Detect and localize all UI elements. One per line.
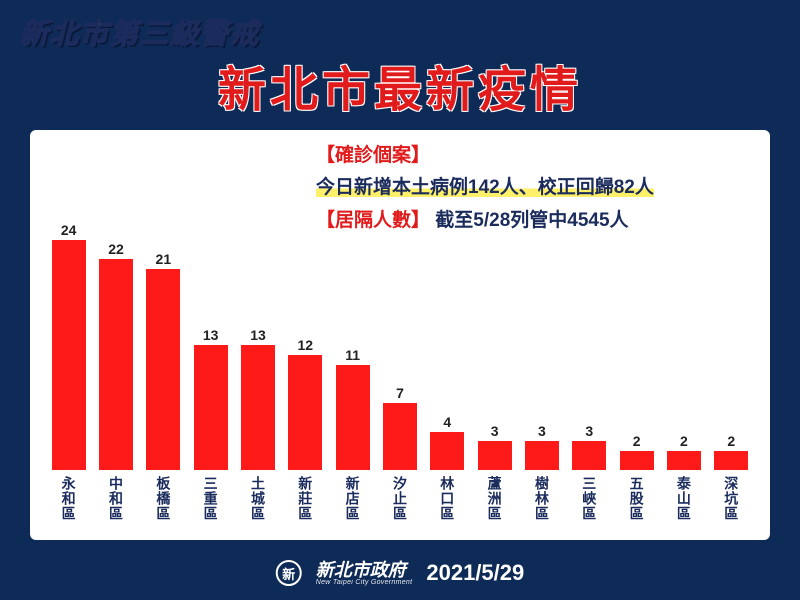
- bar-chart: 24永和區22中和區21板橋區13三重區13土城區12新莊區11新店區7汐止區4…: [48, 230, 752, 530]
- bar-column: 7 汐止區: [379, 385, 420, 530]
- bar-category-label: 泰山區: [674, 476, 694, 530]
- bar-column: 21 板橋區: [143, 251, 184, 530]
- page-title: 新北市最新疫情: [218, 50, 582, 120]
- footer-org-sub: New Taipei City Government: [316, 579, 413, 586]
- bar-column: 3 樹林區: [521, 423, 562, 530]
- bar-rect: [146, 269, 180, 470]
- bar-value: 21: [156, 251, 172, 267]
- bar-value: 12: [298, 337, 314, 353]
- bar-value: 2: [727, 433, 735, 449]
- bar-category-label: 永和區: [59, 476, 79, 530]
- bar-rect: [288, 355, 322, 470]
- bar-rect: [525, 441, 559, 470]
- quarantine-text: 截至5/28列管中4545人: [435, 210, 628, 231]
- bar-rect: [52, 240, 86, 470]
- bar-column: 3 三峽區: [569, 423, 610, 530]
- bar-column: 3 蘆洲區: [474, 423, 515, 530]
- bar-value: 24: [61, 222, 77, 238]
- bar-category-label: 蘆洲區: [485, 476, 505, 530]
- bar-category-label: 樹林區: [532, 476, 552, 530]
- bar-rect: [667, 451, 701, 470]
- bar-category-label: 三峽區: [579, 476, 599, 530]
- bar-column: 2 五股區: [616, 433, 657, 530]
- bar-value: 13: [250, 327, 266, 343]
- bar-value: 3: [538, 423, 546, 439]
- bar-category-label: 新莊區: [295, 476, 315, 530]
- bar-value: 11: [345, 347, 360, 363]
- bar-column: 13 土城區: [237, 327, 278, 530]
- bar-rect: [430, 432, 464, 470]
- bar-value: 2: [680, 433, 688, 449]
- footer-org: 新北市政府 New Taipei City Government: [316, 561, 413, 586]
- bar-column: 11 新店區: [332, 347, 373, 530]
- bar-value: 7: [396, 385, 404, 401]
- bar-category-label: 汐止區: [390, 476, 410, 530]
- bar-category-label: 板橋區: [153, 476, 173, 530]
- bar-column: 4 林口區: [427, 414, 468, 530]
- bar-column: 24 永和區: [48, 222, 89, 530]
- bar-column: 12 新莊區: [285, 337, 326, 530]
- bar-value: 3: [585, 423, 593, 439]
- summary-info: 【確診個案】 今日新增本土病例142人、校正回歸82人 【居隔人數】 截至5/2…: [316, 140, 746, 237]
- bar-rect: [714, 451, 748, 470]
- footer-date: 2021/5/29: [426, 560, 524, 586]
- bar-category-label: 林口區: [437, 476, 457, 530]
- bar-column: 2 深坑區: [711, 433, 752, 530]
- quarantine-label: 【居隔人數】: [316, 210, 430, 231]
- bar-category-label: 深坑區: [721, 476, 741, 530]
- footer: 新 新北市政府 New Taipei City Government 2021/…: [276, 560, 525, 586]
- bar-rect: [383, 403, 417, 470]
- bar-rect: [478, 441, 512, 470]
- bar-value: 2: [633, 433, 641, 449]
- bar-rect: [572, 441, 606, 470]
- confirmed-cases-label: 【確診個案】: [316, 145, 430, 166]
- bar-column: 13 三重區: [190, 327, 231, 530]
- bar-value: 13: [203, 327, 219, 343]
- bar-category-label: 三重區: [201, 476, 221, 530]
- bar-column: 2 泰山區: [663, 433, 704, 530]
- alert-level-banner: 新北市第三級警戒: [20, 12, 260, 52]
- bar-category-label: 新店區: [343, 476, 363, 530]
- bar-column: 22 中和區: [95, 241, 136, 530]
- bar-category-label: 土城區: [248, 476, 268, 530]
- bar-value: 4: [443, 414, 451, 430]
- gov-logo-icon: 新: [276, 560, 302, 586]
- bar-rect: [241, 345, 275, 470]
- bar-rect: [99, 259, 133, 470]
- bar-rect: [194, 345, 228, 470]
- bar-category-label: 五股區: [627, 476, 647, 530]
- footer-org-name: 新北市政府: [316, 561, 413, 579]
- bar-category-label: 中和區: [106, 476, 126, 530]
- chart-panel: 【確診個案】 今日新增本土病例142人、校正回歸82人 【居隔人數】 截至5/2…: [30, 130, 770, 540]
- bar-rect: [336, 365, 370, 470]
- bar-value: 22: [108, 241, 124, 257]
- bar-rect: [620, 451, 654, 470]
- confirmed-cases-text: 今日新增本土病例142人、校正回歸82人: [316, 177, 654, 198]
- bar-value: 3: [491, 423, 499, 439]
